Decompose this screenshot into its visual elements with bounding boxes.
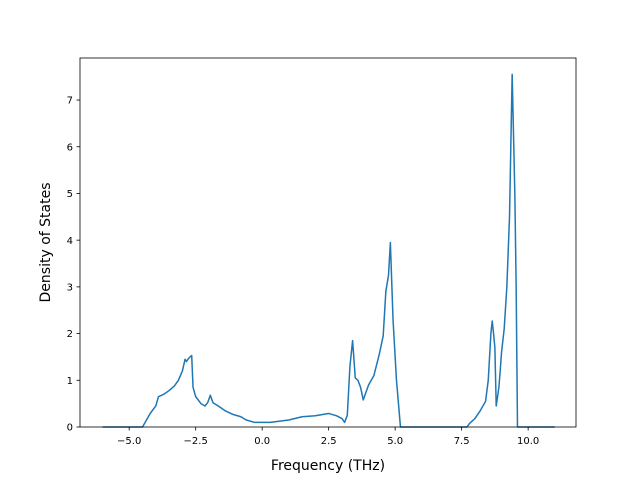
y-tick-label: 3 (67, 282, 73, 293)
x-axis-label: Frequency (THz) (271, 458, 385, 474)
x-tick-label: 2.5 (321, 436, 337, 447)
x-tick-label: −2.5 (184, 436, 208, 447)
x-tick-label: −5.0 (117, 436, 141, 447)
x-tick-label: 0.0 (254, 436, 270, 447)
x-tick-label: 5.0 (387, 436, 403, 447)
axes-frame (79, 57, 577, 428)
x-axis-ticks: −5.0 −2.5 0.0 2.5 5.0 7.5 10.0 (117, 427, 539, 447)
dos-series-line-0 (102, 73, 555, 428)
x-tick-label: 7.5 (454, 436, 470, 447)
y-tick-label: 6 (67, 142, 73, 153)
y-tick-label: 5 (67, 189, 73, 200)
y-tick-label: 4 (67, 236, 73, 247)
y-tick-label: 7 (67, 96, 73, 107)
y-axis-ticks: 0 1 2 3 4 5 6 7 (67, 96, 80, 434)
plot-area (102, 73, 555, 428)
y-axis-label: Density of States (38, 183, 54, 303)
y-tick-label: 2 (67, 329, 73, 340)
x-tick-label: 10.0 (517, 436, 539, 447)
y-tick-label: 1 (67, 376, 73, 387)
y-tick-label: 0 (67, 423, 73, 434)
